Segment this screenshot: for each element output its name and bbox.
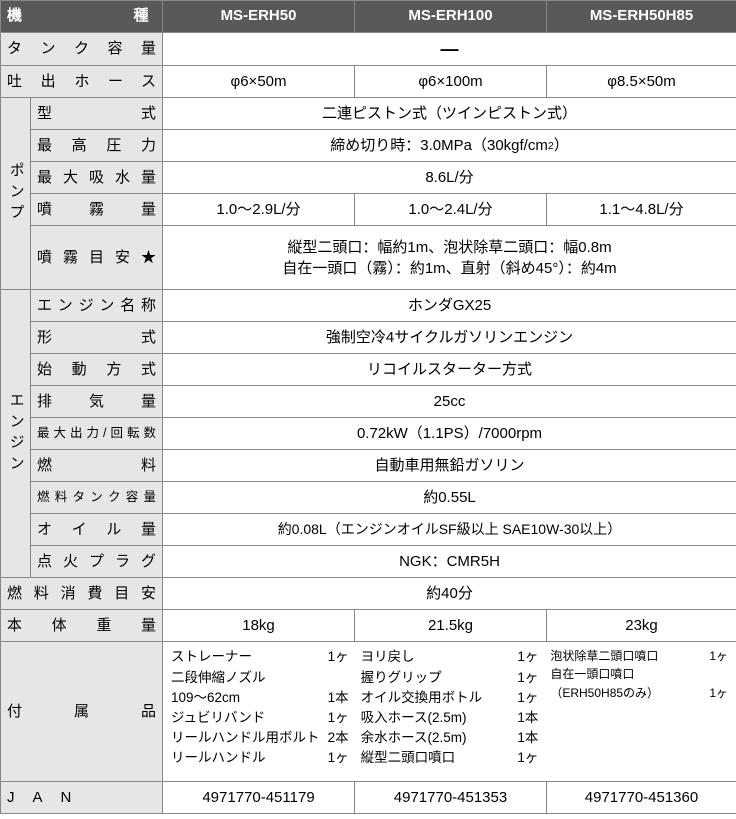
- pump-sprayrate-0: 1.0〜2.9L/分: [163, 194, 355, 226]
- accessory-item: オイル交換用ボトル1ヶ: [361, 689, 539, 707]
- accessory-item: ヨリ戻し1ヶ: [361, 648, 539, 666]
- accessory-item: （ERH50H85のみ）1ヶ: [550, 685, 728, 701]
- accessory-item: リールハンドル用ボルト2本: [171, 729, 349, 747]
- engine-fuel-value: 自動車用無鉛ガソリン: [163, 450, 736, 482]
- pump-sprayrate-2: 1.1〜4.8L/分: [547, 194, 736, 226]
- jan-0: 4971770-451179: [163, 782, 355, 814]
- engine-name-label: エンジン名称: [31, 290, 163, 322]
- accessories-col-2: ヨリ戻し1ヶ握りグリップ1ヶオイル交換用ボトル1ヶ吸入ホース(2.5m)1本余水…: [361, 648, 539, 767]
- accessories-col-1: ストレーナー1ヶ二段伸縮ノズル 109〜62cm1本ジュビリバンド1ヶリールハンド…: [171, 648, 349, 767]
- engine-oil-label: オイル量: [31, 514, 163, 546]
- spec-table: 機種 MS-ERH50 MS-ERH100 MS-ERH50H85 タンク容量 …: [0, 0, 736, 814]
- engine-power-label: 最大出力/回転数: [31, 418, 163, 450]
- weight-2: 23kg: [547, 610, 736, 642]
- pump-maxintake-label: 最大吸水量: [31, 162, 163, 194]
- pump-sprayrate-label: 噴霧量: [31, 194, 163, 226]
- pump-maxpressure-value: 締め切り時：3.0MPa（30kgf/cm2）: [163, 130, 736, 162]
- pump-sprayguide-label: 噴霧目安★: [31, 226, 163, 290]
- header-model-0: MS-ERH50: [163, 1, 355, 33]
- hose-0: φ6×50m: [163, 66, 355, 98]
- hose-1: φ6×100m: [355, 66, 547, 98]
- engine-disp-label: 排気量: [31, 386, 163, 418]
- header-model-1: MS-ERH100: [355, 1, 547, 33]
- fuelconsumption-label: 燃料消費目安: [1, 578, 163, 610]
- weight-label: 本体重量: [1, 610, 163, 642]
- engine-fueltank-label: 燃料タンク容量: [31, 482, 163, 514]
- pump-group-label: ポンプ: [1, 98, 31, 290]
- engine-start-value: リコイルスターター方式: [163, 354, 736, 386]
- accessories-label: 付属品: [1, 642, 163, 782]
- pump-maxpressure-label: 最高圧力: [31, 130, 163, 162]
- engine-name-value: ホンダGX25: [163, 290, 736, 322]
- accessory-item: リールハンドル1ヶ: [171, 749, 349, 767]
- pump-type-label: 型式: [31, 98, 163, 130]
- tank-capacity-value: —: [163, 33, 736, 66]
- accessory-item: 縦型二頭口噴口1ヶ: [361, 749, 539, 767]
- fuelconsumption-value: 約40分: [163, 578, 736, 610]
- accessory-item: 余水ホース(2.5m)1本: [361, 729, 539, 747]
- engine-type-label: 形式: [31, 322, 163, 354]
- engine-fueltank-value: 約0.55L: [163, 482, 736, 514]
- weight-1: 21.5kg: [355, 610, 547, 642]
- accessory-item: 二段伸縮ノズル: [171, 669, 349, 687]
- engine-fuel-label: 燃料: [31, 450, 163, 482]
- jan-label: JAN: [1, 782, 163, 814]
- weight-0: 18kg: [163, 610, 355, 642]
- jan-2: 4971770-451360: [547, 782, 736, 814]
- accessory-item: 自在一頭口噴口: [550, 666, 728, 682]
- pump-sprayrate-1: 1.0〜2.4L/分: [355, 194, 547, 226]
- pump-maxintake-value: 8.6L/分: [163, 162, 736, 194]
- header-model-label: 機種: [1, 1, 163, 33]
- engine-plug-value: NGK：CMR5H: [163, 546, 736, 578]
- engine-plug-label: 点火プラグ: [31, 546, 163, 578]
- engine-power-value: 0.72kW（1.1PS）/7000rpm: [163, 418, 736, 450]
- engine-disp-value: 25cc: [163, 386, 736, 418]
- pump-type-value: 二連ピストン式（ツインピストン式）: [163, 98, 736, 130]
- accessory-item: 握りグリップ1ヶ: [361, 669, 539, 687]
- accessory-item: ジュビリバンド1ヶ: [171, 709, 349, 727]
- engine-group-label: エンジン: [1, 290, 31, 578]
- hose-label: 吐出ホース: [1, 66, 163, 98]
- accessories-value: ストレーナー1ヶ二段伸縮ノズル 109〜62cm1本ジュビリバンド1ヶリールハンド…: [163, 642, 736, 782]
- accessory-item: 吸入ホース(2.5m)1本: [361, 709, 539, 727]
- accessory-item: ストレーナー1ヶ: [171, 648, 349, 666]
- hose-2: φ8.5×50m: [547, 66, 736, 98]
- pump-sprayguide-value: 縦型二頭口：幅約1m、泡状除草二頭口：幅0.8m 自在一頭口（霧）：約1m、直射…: [163, 226, 736, 290]
- jan-1: 4971770-451353: [355, 782, 547, 814]
- engine-oil-value: 約0.08L（エンジンオイルSF級以上 SAE10W-30以上）: [163, 514, 736, 546]
- accessories-col-3: 泡状除草二頭口噴口1ヶ自在一頭口噴口 （ERH50H85のみ）1ヶ: [550, 648, 728, 701]
- tank-capacity-label: タンク容量: [1, 33, 163, 66]
- accessory-item: 109〜62cm1本: [171, 689, 349, 707]
- engine-type-value: 強制空冷4サイクルガソリンエンジン: [163, 322, 736, 354]
- accessory-item: 泡状除草二頭口噴口1ヶ: [550, 648, 728, 664]
- engine-start-label: 始動方式: [31, 354, 163, 386]
- header-model-2: MS-ERH50H85: [547, 1, 736, 33]
